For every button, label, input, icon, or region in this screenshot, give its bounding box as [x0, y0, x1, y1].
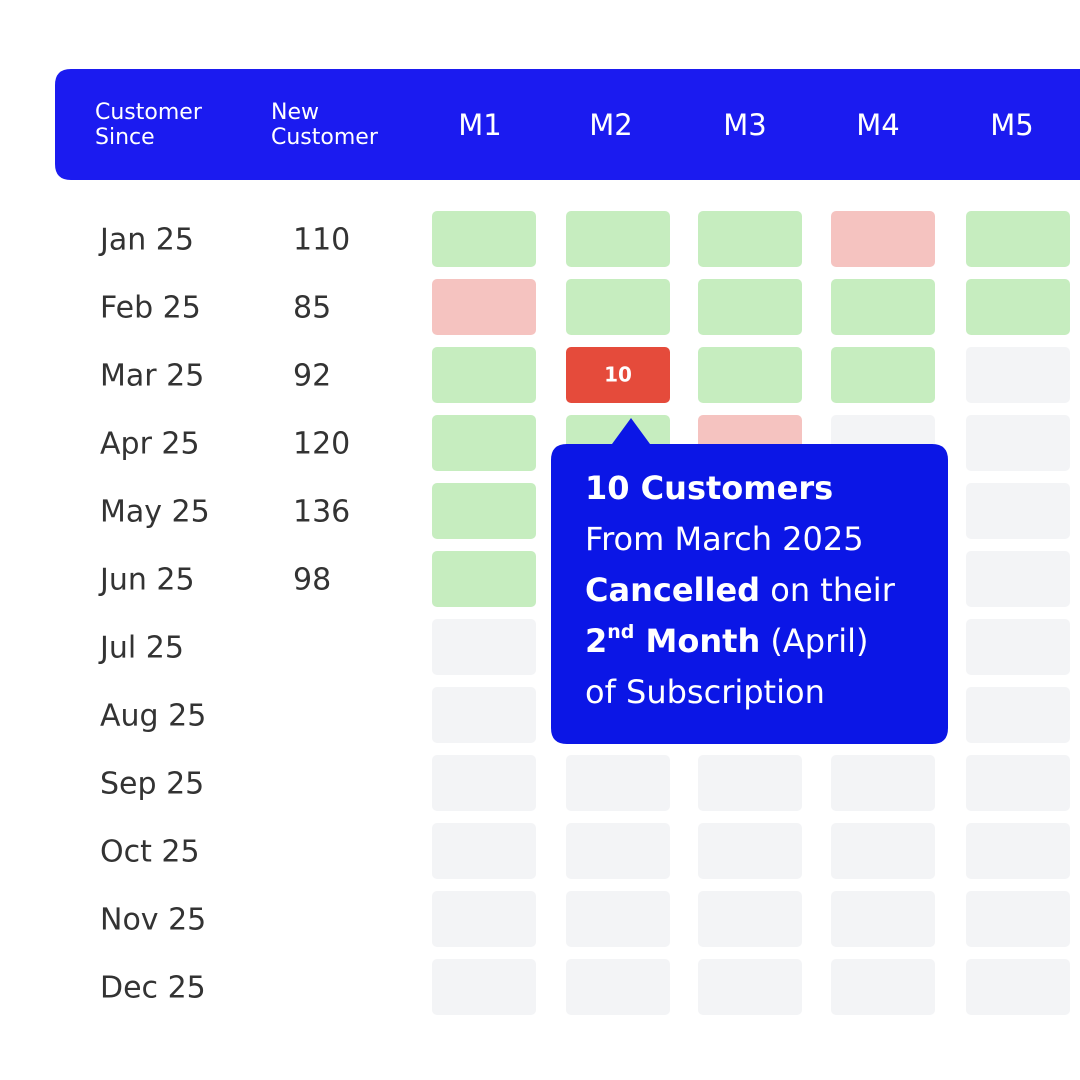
cohort-cell: [966, 959, 1070, 1015]
column-header: M5: [990, 108, 1033, 142]
cohort-cell: [432, 755, 536, 811]
row-month: Sep 25: [100, 767, 204, 802]
cohort-cell: [966, 891, 1070, 947]
column-header: M3: [723, 108, 766, 142]
column-header-word: Customer: [95, 100, 203, 125]
cohort-cell: [831, 347, 935, 403]
row-month: Mar 25: [100, 359, 204, 394]
cohort-cell: [966, 211, 1070, 267]
header-bar: [55, 69, 1080, 180]
cohort-cell: [566, 755, 670, 811]
cohort-cell: [432, 551, 536, 607]
row-month: Apr 25: [100, 427, 200, 462]
column-header: Customer Since: [95, 100, 203, 150]
row-month: Oct 25: [100, 835, 200, 870]
cohort-cell: [698, 279, 802, 335]
cohort-cell: [698, 347, 802, 403]
cohort-cell: [831, 891, 935, 947]
column-header: New Customer: [271, 100, 379, 150]
cohort-cell: [432, 211, 536, 267]
tooltip-line: Cancelled on their: [585, 571, 896, 609]
cohort-cell: [566, 891, 670, 947]
column-header-word: Customer: [271, 125, 379, 150]
cohort-cell: [432, 279, 536, 335]
new-customers: 136: [293, 495, 350, 530]
tooltip-line: 2nd Month (April): [585, 621, 869, 661]
row-month: Jun 25: [98, 563, 195, 598]
cohort-cell: [831, 959, 935, 1015]
row-month: May 25: [100, 495, 210, 530]
tooltip-box: [551, 418, 948, 744]
column-header: M4: [856, 108, 899, 142]
column-header-word: Since: [95, 125, 155, 150]
tooltip-text: (April): [760, 622, 868, 660]
tooltip-text: Month: [634, 622, 760, 660]
new-customers: 120: [293, 427, 350, 462]
tooltip-line: of Subscription: [585, 673, 825, 711]
cohort-cell: [566, 211, 670, 267]
column-header-word: New: [271, 100, 319, 125]
cohort-cell: [432, 619, 536, 675]
new-customers: 98: [293, 563, 331, 598]
tooltip-text: 10 Customers: [585, 469, 833, 507]
cohort-cell: [966, 823, 1070, 879]
new-customers: 110: [293, 223, 350, 258]
cell-label: 10: [604, 363, 632, 387]
cohort-cell: [966, 279, 1070, 335]
row-month: Feb 25: [100, 291, 201, 326]
cohort-cell: [566, 347, 670, 403]
cohort-cell: [432, 687, 536, 743]
cohort-cell: [966, 551, 1070, 607]
cohort-cell: [566, 959, 670, 1015]
tooltip-text: From March 2025: [585, 520, 864, 558]
cohort-cell: [966, 483, 1070, 539]
cohort-cell: [966, 755, 1070, 811]
cohort-cell: [432, 415, 536, 471]
tooltip-text: on their: [760, 571, 896, 609]
cohort-cell: [432, 823, 536, 879]
new-customers: 85: [293, 291, 331, 326]
cohort-cell: [831, 755, 935, 811]
cohort-cell: [831, 823, 935, 879]
column-header: M1: [458, 108, 501, 142]
tooltip-line: 10 Customers: [585, 469, 833, 507]
cohort-cell: [831, 279, 935, 335]
new-customers: 92: [293, 359, 331, 394]
tooltip-text: of Subscription: [585, 673, 825, 711]
row-month: Dec 25: [100, 971, 206, 1006]
column-header: M2: [589, 108, 632, 142]
cohort-cell: [698, 755, 802, 811]
cohort-cell: [698, 211, 802, 267]
tooltip-text: Cancelled: [585, 571, 760, 609]
cohort-cell: [432, 891, 536, 947]
cohort-cell: [698, 959, 802, 1015]
cohort-cell: [566, 823, 670, 879]
cohort-cell: [698, 891, 802, 947]
row-month: Jul 25: [98, 631, 184, 666]
tooltip-text: 2: [585, 622, 607, 660]
cohort-cell: [966, 347, 1070, 403]
row-month: Jan 25: [98, 223, 194, 258]
row-month: Nov 25: [100, 903, 206, 938]
cohort-cell: [566, 279, 670, 335]
row-month: Aug 25: [100, 699, 206, 734]
cohort-cell: [966, 687, 1070, 743]
cohort-cell: [966, 619, 1070, 675]
cohort-cell: [698, 823, 802, 879]
cohort-cell: [966, 415, 1070, 471]
cohort-cell: [432, 347, 536, 403]
tooltip-text: nd: [607, 621, 634, 643]
cohort-cell: [831, 211, 935, 267]
cohort-cell: [432, 959, 536, 1015]
cohort-cell: [432, 483, 536, 539]
tooltip-line: From March 2025: [585, 520, 864, 558]
